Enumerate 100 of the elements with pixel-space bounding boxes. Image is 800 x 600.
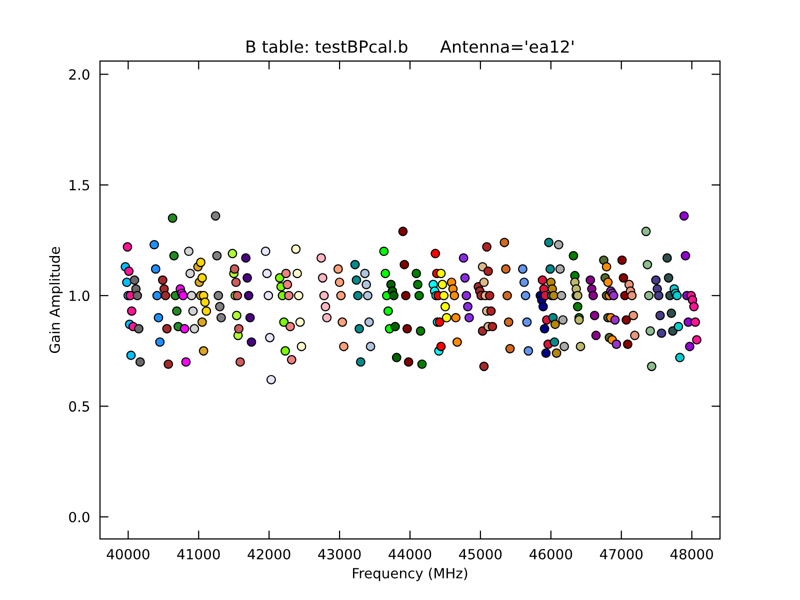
point	[442, 312, 452, 322]
y-tick-label: 0.5	[69, 401, 90, 412]
point	[479, 278, 489, 288]
point	[451, 312, 461, 322]
point	[603, 278, 613, 288]
point	[390, 322, 400, 332]
point	[617, 255, 627, 265]
point	[479, 362, 489, 372]
point	[610, 315, 620, 325]
point	[502, 290, 512, 300]
point	[246, 337, 256, 347]
point	[360, 268, 370, 278]
point	[656, 328, 666, 338]
point	[389, 290, 399, 300]
point	[295, 317, 305, 327]
point	[612, 340, 622, 349]
point	[483, 266, 493, 276]
point	[228, 248, 238, 258]
point	[180, 324, 190, 334]
point	[356, 357, 366, 367]
x-tick-label: 48000	[670, 548, 713, 560]
point	[392, 352, 402, 362]
point	[184, 246, 194, 256]
point	[402, 324, 412, 334]
point	[215, 302, 224, 312]
point	[504, 317, 514, 327]
point	[279, 317, 289, 327]
point	[200, 297, 210, 307]
point	[245, 312, 255, 322]
point	[274, 273, 284, 283]
point	[486, 306, 496, 316]
point	[641, 226, 651, 236]
point	[286, 355, 296, 364]
point	[190, 324, 200, 334]
point	[282, 280, 292, 290]
point	[646, 362, 656, 372]
point	[379, 246, 389, 256]
point	[401, 290, 410, 300]
point	[242, 273, 252, 283]
point	[132, 290, 142, 300]
point	[689, 302, 699, 312]
point	[505, 344, 515, 354]
point	[294, 290, 304, 300]
point	[230, 264, 240, 274]
point	[550, 320, 560, 330]
y-tick-label: 0.0	[69, 512, 90, 522]
point	[210, 211, 220, 221]
point	[126, 306, 136, 316]
point	[235, 357, 245, 367]
point	[501, 264, 511, 274]
x-tick-label: 41000	[177, 548, 220, 560]
point	[576, 342, 586, 352]
point	[556, 290, 566, 300]
point	[590, 310, 600, 320]
y-tick-label: 2.0	[69, 69, 90, 80]
point	[574, 315, 584, 325]
point	[197, 273, 207, 283]
point	[436, 342, 446, 352]
point	[154, 312, 164, 322]
point	[352, 275, 362, 285]
point	[651, 275, 661, 285]
point	[462, 290, 472, 300]
point	[284, 290, 294, 300]
point	[560, 342, 570, 352]
point	[364, 317, 374, 327]
point	[363, 290, 372, 300]
point	[135, 357, 145, 367]
point	[439, 290, 449, 300]
point	[628, 310, 638, 320]
point	[202, 306, 212, 316]
point	[234, 324, 244, 334]
point	[134, 324, 144, 334]
point	[122, 278, 132, 288]
point	[319, 290, 329, 300]
point	[150, 264, 160, 274]
point	[644, 290, 654, 300]
point	[430, 248, 440, 258]
point	[520, 290, 530, 300]
point	[452, 337, 462, 347]
point	[622, 315, 632, 325]
point	[162, 324, 172, 334]
x-tick-label: 40000	[106, 548, 150, 560]
point	[262, 268, 272, 278]
point	[464, 312, 474, 322]
point	[244, 290, 254, 300]
x-tick-label: 44000	[388, 548, 432, 560]
point	[214, 290, 224, 300]
point	[463, 302, 472, 312]
point	[550, 337, 560, 347]
point	[554, 240, 564, 250]
point	[198, 346, 208, 356]
point	[500, 238, 510, 248]
point	[400, 260, 410, 270]
point	[412, 268, 422, 278]
point	[130, 275, 140, 285]
point	[354, 324, 364, 334]
point	[544, 238, 554, 248]
point	[353, 290, 363, 300]
point	[522, 317, 532, 327]
point	[552, 348, 562, 358]
